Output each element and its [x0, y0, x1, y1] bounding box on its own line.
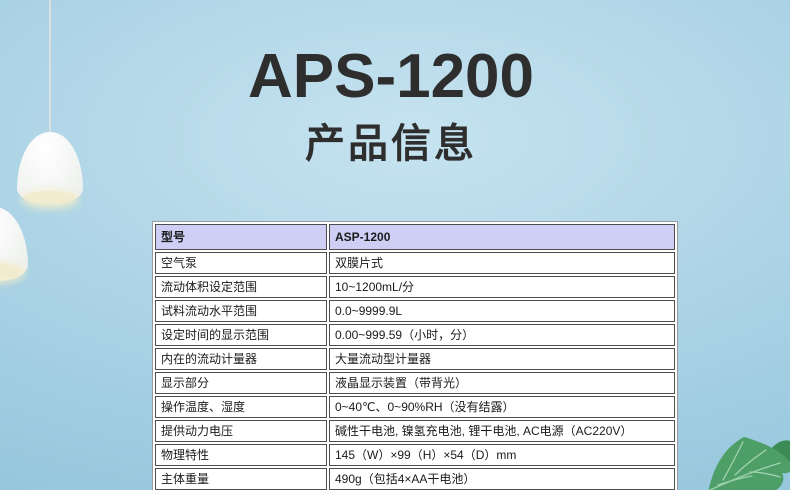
spec-value: 0.0~9999.9L [329, 300, 675, 322]
spec-header-label: 型号 [155, 224, 327, 250]
leaf-icon [708, 437, 790, 490]
table-row: 空气泵 双膜片式 [155, 252, 675, 274]
spec-value: 145（W）×99（H）×54（D）mm [329, 444, 675, 466]
spec-table: 型号 ASP-1200 空气泵 双膜片式 流动体积设定范围 10~1200mL/分 试料… [152, 221, 678, 490]
spec-label: 流动体积设定范围 [155, 276, 327, 298]
table-row: 内在的流动计量器 大量流动型计量器 [155, 348, 675, 370]
lamp-glow-icon [0, 263, 22, 279]
lamp-glow-icon [24, 191, 76, 204]
spec-value: 大量流动型计量器 [329, 348, 675, 370]
spec-label: 主体重量 [155, 468, 327, 490]
table-row: 操作温度、湿度 0~40℃、0~90%RH（没有结露） [155, 396, 675, 418]
spec-label: 操作温度、湿度 [155, 396, 327, 418]
spec-value: 碱性干电池, 镍氢充电池, 锂干电池, AC电源（AC220V） [329, 420, 675, 442]
spec-value: 10~1200mL/分 [329, 276, 675, 298]
spec-label: 物理特性 [155, 444, 327, 466]
table-row: 主体重量 490g（包括4×AA干电池） [155, 468, 675, 490]
spec-value: 液晶显示装置（带背光） [329, 372, 675, 394]
spec-label: 显示部分 [155, 372, 327, 394]
table-row: 显示部分 液晶显示装置（带背光） [155, 372, 675, 394]
spec-value: 0.00~999.59（小时，分） [329, 324, 675, 346]
table-row: 物理特性 145（W）×99（H）×54（D）mm [155, 444, 675, 466]
spec-value: 490g（包括4×AA干电池） [329, 468, 675, 490]
table-row: 试料流动水平范围 0.0~9999.9L [155, 300, 675, 322]
table-row: 设定时间的显示范围 0.00~999.59（小时，分） [155, 324, 675, 346]
page-title: APS-1200 [247, 42, 535, 111]
page-subtitle: 产品信息 [305, 122, 477, 166]
lamp-cord-icon [49, 0, 51, 134]
spec-label: 设定时间的显示范围 [155, 324, 327, 346]
spec-value: 双膜片式 [329, 252, 675, 274]
spec-label: 内在的流动计量器 [155, 348, 327, 370]
spec-label: 试料流动水平范围 [155, 300, 327, 322]
table-row: 流动体积设定范围 10~1200mL/分 [155, 276, 675, 298]
spec-value: 0~40℃、0~90%RH（没有结露） [329, 396, 675, 418]
spec-label: 提供动力电压 [155, 420, 327, 442]
table-row: 提供动力电压 碱性干电池, 镍氢充电池, 锂干电池, AC电源（AC220V） [155, 420, 675, 442]
table-header-row: 型号 ASP-1200 [155, 224, 675, 250]
spec-label: 空气泵 [155, 252, 327, 274]
spec-header-value: ASP-1200 [329, 224, 675, 250]
